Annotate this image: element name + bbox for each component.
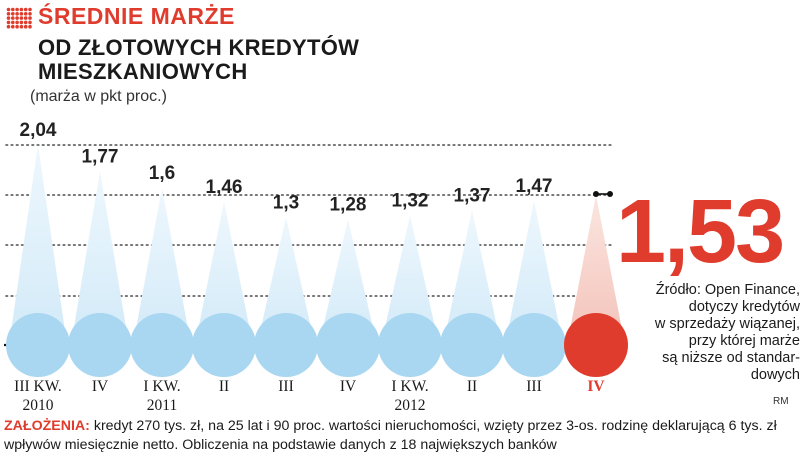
- chart-subtitle: (marża w pkt proc.): [30, 88, 167, 105]
- value-label: 1,46: [206, 177, 243, 198]
- cone-bar: [505, 200, 563, 345]
- footnote-label: ZAŁOŻENIA:: [4, 418, 90, 434]
- x-tick-label: I KW.: [391, 378, 428, 395]
- x-tick-label: I KW.: [143, 378, 180, 395]
- logo-dot: [11, 7, 15, 12]
- value-label: 1,32: [392, 191, 429, 212]
- value-label: 1,37: [454, 186, 491, 207]
- x-tick-label: III: [278, 378, 294, 395]
- cone-bar: [9, 145, 67, 345]
- logo-dot: [19, 16, 24, 20]
- x-tick-label: IV: [340, 378, 357, 395]
- logo-dot: [6, 20, 11, 25]
- x-tick-label: IV: [92, 378, 109, 395]
- pointer-dot: [593, 191, 599, 197]
- x-tick-year: 2010: [23, 397, 54, 414]
- bubble: [68, 313, 132, 377]
- x-tick-year: 2012: [395, 397, 426, 414]
- value-label: 1,47: [516, 176, 553, 197]
- logo-dot: [15, 7, 19, 12]
- logo-dot: [28, 16, 32, 20]
- logo-dot: [23, 20, 28, 25]
- author-credit: RM: [773, 396, 789, 407]
- logo-dot: [23, 7, 28, 12]
- cone-bar: [443, 210, 501, 345]
- logo-dot: [15, 12, 19, 16]
- bubble: [502, 313, 566, 377]
- cone-bar: [195, 201, 253, 345]
- chart-title: OD ZŁOTOWYCH KREDYTÓW MIESZKANIOWYCH: [38, 35, 360, 84]
- value-label: 2,04: [20, 120, 57, 141]
- logo-dot: [6, 16, 11, 20]
- logo-dot: [23, 24, 28, 29]
- logo-dot: [6, 7, 11, 12]
- bubble: [130, 313, 194, 377]
- logo-dot: [15, 16, 19, 20]
- bubble: [316, 313, 380, 377]
- logo-dot: [19, 20, 24, 25]
- bubble: [378, 313, 442, 377]
- logo-dot: [11, 16, 15, 20]
- logo-dot: [15, 24, 19, 29]
- highlight-value: 1,53: [616, 182, 783, 282]
- logo-dot: [6, 12, 11, 16]
- cone-bar: [567, 195, 625, 345]
- pointer-dot: [607, 191, 613, 197]
- cone-bar: [319, 219, 377, 345]
- logo-dot: [28, 12, 32, 16]
- x-tick-label: II: [467, 378, 477, 395]
- x-tick-label: III: [526, 378, 542, 395]
- cone-bar: [71, 171, 129, 345]
- value-label: 1,77: [82, 146, 119, 167]
- logo-dot: [28, 20, 32, 25]
- logo-dots-icon: [6, 7, 32, 29]
- x-tick-label: III KW.: [14, 378, 62, 395]
- footnote-text: kredyt 270 tys. zł, na 25 lat i 90 proc.…: [4, 418, 777, 453]
- logo-dot: [23, 16, 28, 20]
- value-label: 1,6: [149, 163, 175, 184]
- value-label: 1,28: [330, 195, 367, 216]
- bubble: [254, 313, 318, 377]
- header: ŚREDNIE MARŻE OD ZŁOTOWYCH KREDYTÓW MIES…: [0, 0, 805, 115]
- cone-bar: [381, 215, 439, 345]
- logo-dot: [19, 12, 24, 16]
- cone-bar: [133, 188, 191, 345]
- logo-dot: [19, 7, 24, 12]
- logo-dot: [11, 12, 15, 16]
- logo-dot: [6, 24, 11, 29]
- x-tick-year: 2011: [147, 397, 177, 414]
- cone-bar: [257, 217, 315, 345]
- bubble: [6, 313, 70, 377]
- source-note: Źródło: Open Finance, dotyczy kredytów w…: [654, 282, 800, 383]
- logo-dot: [28, 7, 32, 12]
- logo-dot: [19, 24, 24, 29]
- bubble: [440, 313, 504, 377]
- logo-dot: [11, 24, 15, 29]
- kicker: ŚREDNIE MARŻE: [38, 3, 235, 29]
- logo-dot: [15, 20, 19, 25]
- bubble: [192, 313, 256, 377]
- x-tick-label: II: [219, 378, 229, 395]
- footnote: ZAŁOŻENIA: kredyt 270 tys. zł, na 25 lat…: [4, 417, 804, 455]
- logo-dot: [28, 24, 32, 29]
- value-label: 1,3: [273, 193, 299, 214]
- logo-dot: [23, 12, 28, 16]
- x-tick-label: IV: [587, 378, 605, 395]
- bubble: [564, 313, 628, 377]
- logo-dot: [11, 20, 15, 25]
